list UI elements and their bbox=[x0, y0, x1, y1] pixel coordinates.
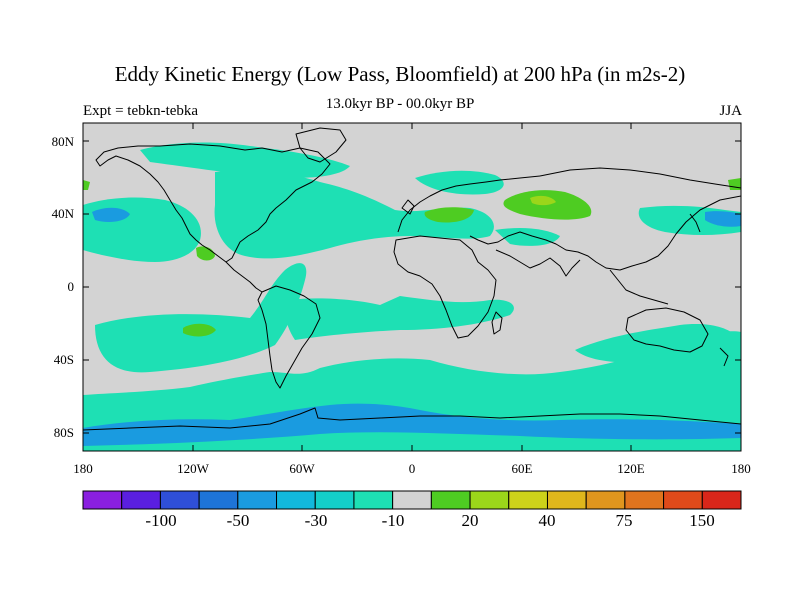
experiment-label: Expt = tebkn-tebka bbox=[83, 103, 199, 119]
colorbar-swatch bbox=[469, 490, 510, 510]
colorbar-swatch bbox=[701, 490, 742, 510]
europe-positive bbox=[424, 207, 474, 223]
coast-southeast-asia bbox=[609, 269, 669, 305]
lat-label-80s: 80S bbox=[53, 425, 74, 440]
colorbar-swatch bbox=[585, 490, 626, 510]
colorbar-swatch bbox=[159, 490, 200, 510]
southern-indian-anomaly bbox=[575, 324, 741, 363]
map-subtitle: 13.0kyr BP - 00.0kyr BP bbox=[325, 96, 475, 112]
season-label: JJA bbox=[719, 103, 742, 119]
lon-label-120w: 120W bbox=[177, 461, 209, 476]
south-pacific-anomaly bbox=[95, 263, 307, 373]
colorbar-label: 20 bbox=[461, 511, 479, 530]
coast-madagascar bbox=[491, 311, 503, 335]
coastlines bbox=[83, 127, 741, 431]
north-pacific-anomaly bbox=[83, 197, 201, 262]
colorbar-label: 40 bbox=[538, 511, 556, 530]
colorbar-swatch bbox=[624, 490, 665, 510]
colorbar-swatch bbox=[508, 490, 548, 510]
coast-greenland bbox=[295, 127, 347, 163]
coast-british-isles bbox=[401, 199, 415, 215]
coast-australia bbox=[625, 307, 709, 353]
coast-south-america bbox=[257, 285, 321, 389]
lon-label-60w: 60W bbox=[289, 461, 315, 476]
map-plot bbox=[83, 123, 741, 451]
lat-label-40n: 40N bbox=[51, 206, 74, 221]
lat-label-0: 0 bbox=[67, 279, 75, 294]
central-asia-strong-positive bbox=[530, 195, 556, 206]
lon-label-120e: 120E bbox=[617, 461, 645, 476]
north-atlantic-anomaly bbox=[214, 170, 494, 259]
coast-new-zealand bbox=[719, 347, 729, 367]
pacific-edge-positive-west bbox=[83, 180, 90, 190]
antarctic-strong-anomaly bbox=[83, 403, 741, 446]
colorbar-label: -30 bbox=[304, 511, 328, 530]
colorbar bbox=[82, 490, 742, 510]
colorbar-label: 75 bbox=[615, 511, 633, 530]
coast-north-america bbox=[95, 143, 331, 263]
coast-antarctica bbox=[83, 407, 741, 431]
lat-label-80n: 80N bbox=[51, 134, 74, 149]
colorbar-label: -50 bbox=[226, 511, 250, 530]
siberia-anomaly bbox=[415, 170, 504, 195]
colorbar-swatch bbox=[198, 490, 239, 510]
colorbar-label: -10 bbox=[381, 511, 405, 530]
colorbar-swatch bbox=[276, 490, 316, 510]
lon-label-180w: 180 bbox=[73, 461, 93, 476]
colorbar-swatch bbox=[430, 490, 471, 510]
colorbar-swatch bbox=[121, 490, 161, 510]
coast-africa bbox=[393, 235, 497, 339]
colorbar-label: -100 bbox=[145, 511, 177, 530]
lon-label-0: 0 bbox=[408, 461, 416, 476]
colorbar-swatch bbox=[314, 490, 355, 510]
colorbar-swatch bbox=[353, 490, 394, 510]
coast-central-america bbox=[225, 261, 263, 293]
kuroshio-strong-anomaly bbox=[705, 211, 741, 227]
lon-label-60e: 60E bbox=[511, 461, 533, 476]
axis-ticks bbox=[82, 123, 742, 451]
lat-label-40s: 40S bbox=[53, 352, 74, 367]
coast-arabia-india bbox=[495, 249, 581, 277]
coast-europe bbox=[397, 175, 541, 233]
colorbar-swatch bbox=[237, 490, 278, 510]
colorbar-label: 150 bbox=[689, 511, 715, 530]
north-pacific-strong-anomaly bbox=[92, 207, 130, 222]
coast-asia bbox=[469, 167, 741, 271]
colorbar-swatch bbox=[663, 490, 703, 510]
arctic-anomaly bbox=[140, 142, 350, 178]
lon-label-180e: 180 bbox=[731, 461, 751, 476]
south-atlantic-anomaly bbox=[285, 296, 514, 340]
map-title: Eddy Kinetic Energy (Low Pass, Bloomfiel… bbox=[114, 62, 686, 86]
colorbar-swatch bbox=[392, 490, 432, 510]
east-asia-anomaly bbox=[495, 228, 560, 246]
south-pacific-positive bbox=[183, 323, 216, 337]
colorbar-swatch bbox=[82, 490, 123, 510]
colorbar-swatch bbox=[546, 490, 587, 510]
coast-japan bbox=[689, 213, 701, 233]
